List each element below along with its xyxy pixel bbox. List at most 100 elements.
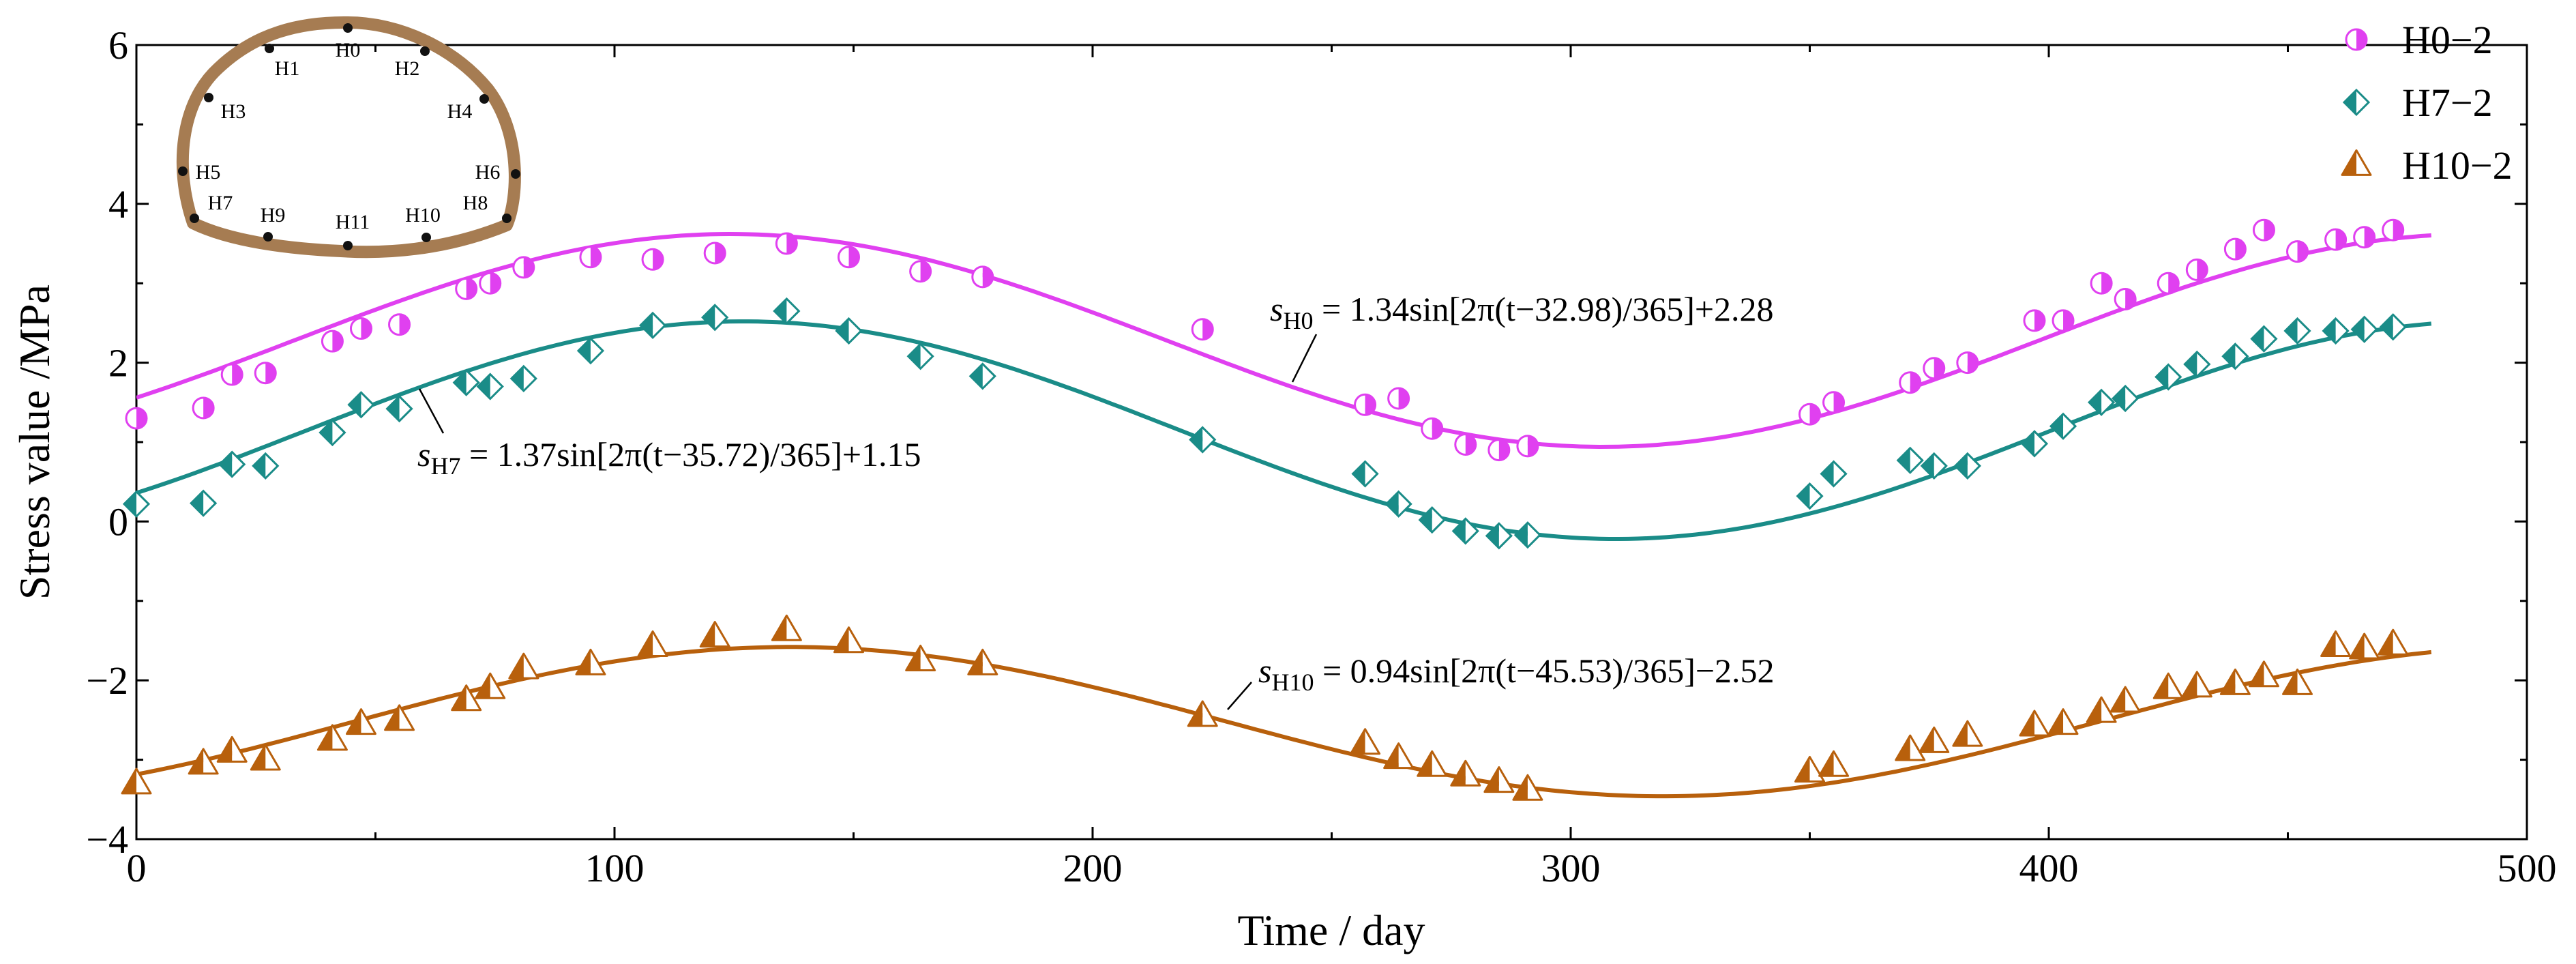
legend-marker-H0−2 [2345, 28, 2368, 51]
data-point-H0−2 [1454, 433, 1477, 456]
data-point-H0−2 [455, 277, 478, 300]
data-point-H7−2 [1385, 490, 1412, 518]
y-tick-label: 2 [108, 341, 128, 385]
data-point-H7−2 [2049, 412, 2077, 440]
data-point-H0−2 [220, 363, 243, 386]
equation-h10-var: s [1258, 652, 1271, 690]
equation-h0-rest: = 1.34sin[2π(t−32.98)/365]+2.28 [1313, 290, 1773, 328]
data-point-H10−2 [1417, 750, 1448, 777]
data-point-H10−2 [1383, 742, 1415, 770]
data-point-H0−2 [2157, 272, 2180, 295]
tunnel-point-label: H7 [208, 192, 233, 214]
data-point-H10−2 [1450, 759, 1481, 787]
data-point-H10−2 [833, 626, 864, 654]
data-point-H0−2 [1923, 357, 1946, 380]
data-point-H7−2 [2112, 384, 2140, 413]
data-point-H10−2 [188, 748, 219, 775]
data-point-H10−2 [384, 704, 415, 731]
data-point-H0−2 [579, 246, 602, 269]
equation-h0-sub: H0 [1283, 307, 1313, 334]
data-point-H10−2 [451, 684, 482, 712]
tunnel-point-H9 [263, 232, 273, 242]
data-point-H7−2 [835, 317, 863, 345]
data-point-H7−2 [773, 297, 801, 325]
data-point-H0−2 [479, 272, 502, 295]
data-point-H0−2 [192, 396, 215, 420]
tunnel-point-label: H3 [221, 100, 246, 123]
data-point-H10−2 [1895, 734, 1926, 761]
data-point-H0−2 [1387, 387, 1410, 410]
legend-label: H10−2 [2402, 143, 2513, 188]
data-point-H7−2 [2250, 325, 2278, 353]
data-point-H10−2 [250, 744, 281, 771]
y-tick-label: 4 [108, 182, 128, 227]
data-point-H7−2 [2379, 313, 2407, 341]
data-point-H0−2 [388, 313, 411, 336]
data-point-H0−2 [2185, 258, 2208, 281]
data-point-H0−2 [254, 362, 277, 385]
equation-h10-leader [1227, 682, 1252, 710]
equation-h10: sH10 = 0.94sin[2π(t−45.53)/365]−2.52 [1227, 652, 1775, 710]
data-point-H10−2 [1512, 774, 1543, 801]
tunnel-point-label: H4 [447, 100, 473, 123]
y-tick-label: −4 [86, 817, 128, 862]
data-point-H7−2 [2221, 342, 2249, 370]
data-point-H0−2 [125, 407, 148, 430]
tunnel-point-H11 [343, 241, 353, 250]
data-point-H0−2 [1899, 371, 1922, 394]
tunnel-point-H2 [420, 46, 430, 56]
tunnel-point-label: H10 [405, 204, 441, 227]
y-axis-title: Stress value /MPa [10, 284, 59, 600]
legend-marker-H7−2 [2342, 88, 2371, 117]
tunnel-point-label: H2 [395, 57, 420, 80]
data-point-H0−2 [512, 256, 535, 279]
data-point-H0−2 [2223, 237, 2247, 261]
data-point-H0−2 [1798, 403, 1821, 426]
data-point-H0−2 [1421, 417, 1444, 440]
data-point-H10−2 [1952, 720, 1983, 747]
data-point-H10−2 [905, 645, 936, 671]
tunnel-point-label: H1 [275, 57, 300, 80]
data-point-H0−2 [2052, 309, 2075, 332]
data-point-H10−2 [1919, 726, 1950, 753]
equation-h7-sub: H7 [430, 452, 460, 480]
data-point-H7−2 [1451, 517, 1479, 545]
data-point-H7−2 [1418, 506, 1446, 534]
data-point-H7−2 [968, 362, 996, 390]
equation-h7-rest: = 1.37sin[2π(t−35.72)/365]+1.15 [460, 435, 921, 473]
y-tick-label: −2 [86, 658, 128, 703]
tunnel-lining [176, 16, 521, 259]
equation-h0-var: s [1270, 290, 1283, 328]
data-point-H7−2 [2155, 363, 2182, 391]
data-point-H7−2 [218, 450, 246, 478]
equation-h10-rest: = 0.94sin[2π(t−45.53)/365]−2.52 [1314, 652, 1774, 690]
data-point-H7−2 [319, 418, 346, 447]
data-point-H10−2 [508, 652, 539, 680]
data-point-H10−2 [1483, 766, 1515, 793]
data-point-H0−2 [1956, 351, 1979, 375]
equation-h0-text: sH0 = 1.34sin[2π(t−32.98)/365]+2.28 [1270, 290, 1774, 334]
data-point-H10−2 [2378, 628, 2409, 656]
data-point-H10−2 [2320, 630, 2352, 658]
tunnel-point-H3 [204, 93, 213, 102]
equation-h7-leader [418, 388, 445, 434]
data-point-H10−2 [2282, 668, 2313, 695]
tunnel-point-label: H9 [261, 204, 286, 227]
tunnel-point-H5 [178, 166, 188, 176]
data-point-H0−2 [775, 232, 798, 255]
tunnel-point-label: H11 [336, 211, 370, 233]
data-point-H0−2 [1191, 318, 1214, 341]
equation-h0: sH0 = 1.34sin[2π(t−32.98)/365]+2.28 [1270, 290, 1774, 383]
data-point-H7−2 [509, 364, 537, 393]
data-point-H10−2 [2086, 696, 2117, 723]
x-tick-label: 300 [1541, 846, 1601, 890]
x-tick-label: 200 [1063, 846, 1123, 890]
x-tick-label: 500 [2498, 846, 2557, 890]
x-tick-label: 400 [2019, 846, 2079, 890]
legend: H0−2 H7−2 H10−2 [2341, 18, 2513, 188]
data-point-H0−2 [837, 246, 860, 269]
y-tick-label: 0 [108, 499, 128, 544]
data-point-H7−2 [1513, 521, 1542, 549]
data-point-H10−2 [2019, 710, 2050, 737]
data-point-H0−2 [2114, 287, 2137, 310]
